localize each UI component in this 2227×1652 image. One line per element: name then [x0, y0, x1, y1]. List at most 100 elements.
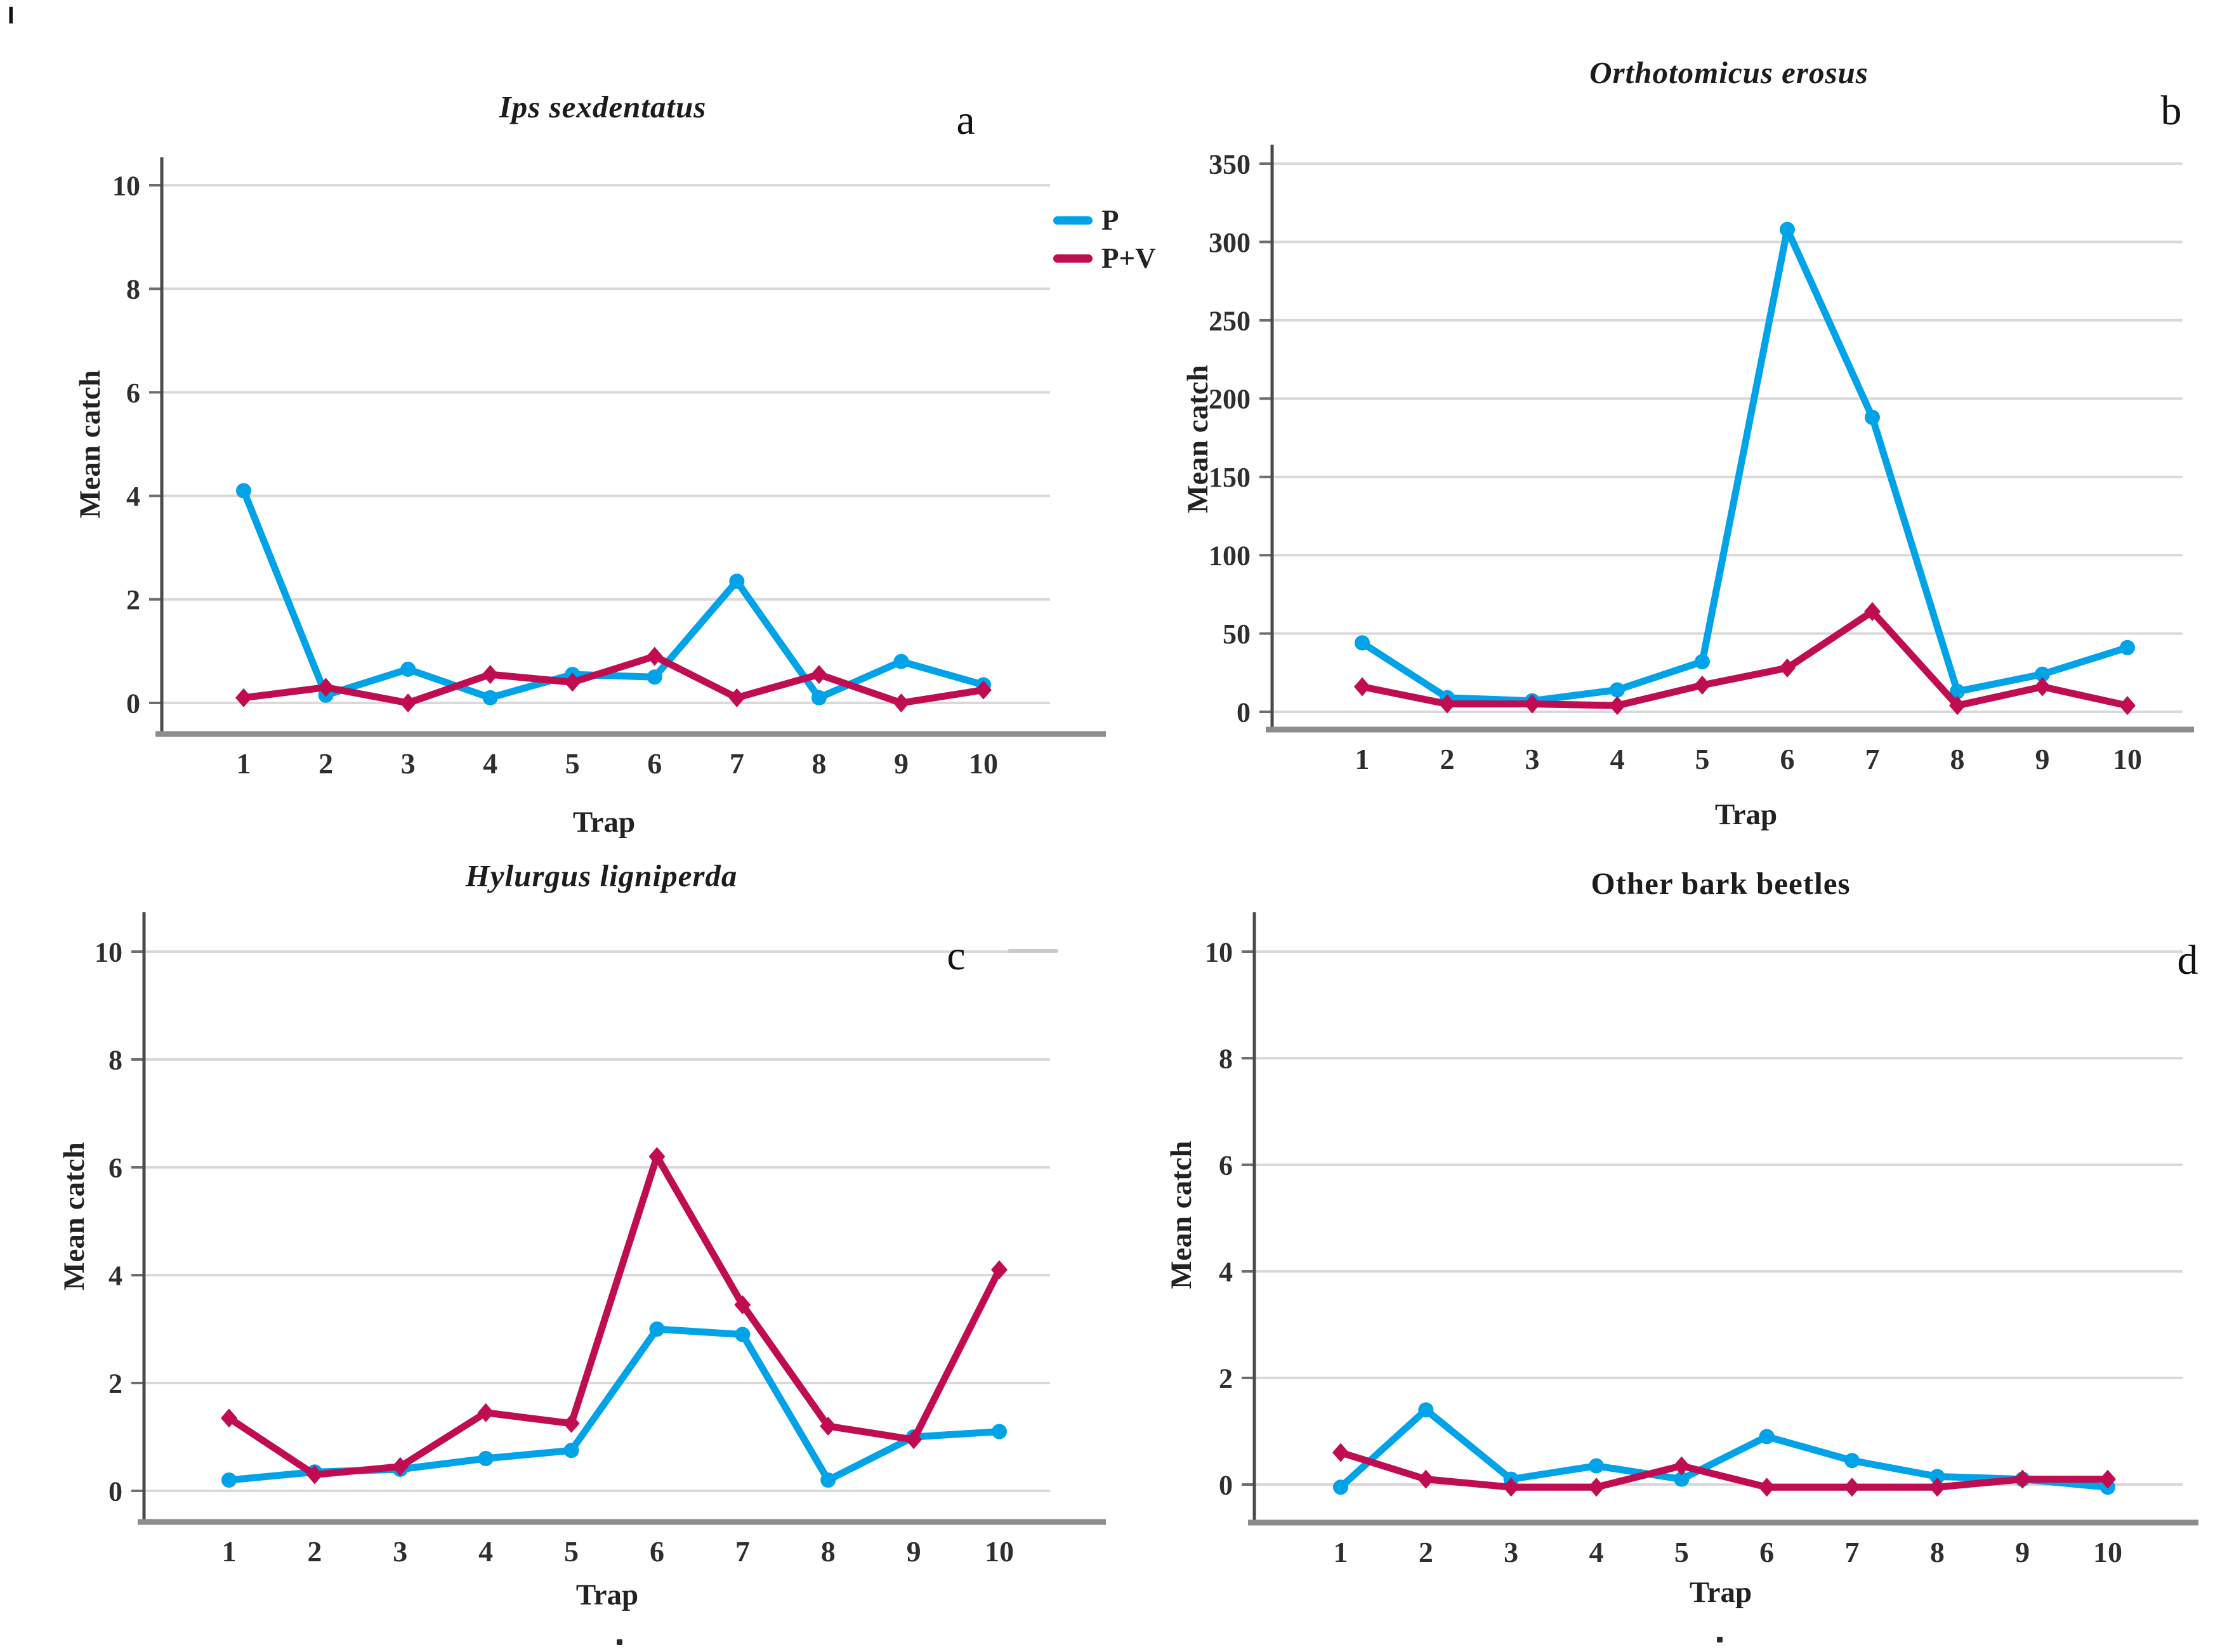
data-point: [1950, 683, 1965, 699]
y-tick-label: 150: [1209, 462, 1251, 493]
y-tick-label: 2: [108, 1368, 122, 1399]
y-tick-label: 4: [126, 481, 140, 512]
data-point: [992, 1424, 1007, 1439]
data-point: [893, 693, 910, 712]
x-tick-label: 1: [222, 1535, 237, 1568]
y-tick-label: 200: [1209, 384, 1251, 415]
panel-a-xlabel: Trap: [572, 806, 636, 839]
data-point: [1354, 677, 1370, 697]
x-tick-label: 3: [393, 1535, 407, 1568]
panel-d-title: Other bark beetles: [1591, 866, 1851, 901]
data-point: [1844, 1453, 1860, 1469]
panel-c-ylabel: Mean catch: [58, 1142, 91, 1290]
data-point: [1694, 676, 1711, 695]
y-tick-label: 2: [1219, 1363, 1233, 1394]
stray-dot-c: [617, 1639, 622, 1645]
panel-c-dash: [1008, 949, 1058, 953]
panel-b-series-P+V: [1358, 608, 2131, 709]
panel-d-series-P: [1337, 1406, 2112, 1491]
data-point: [975, 680, 992, 700]
data-point: [820, 1472, 836, 1488]
legend-item-pv: P+V: [1053, 242, 1156, 274]
data-point: [2014, 1469, 2031, 1489]
y-tick-label: 0: [126, 688, 140, 719]
y-tick-label: 0: [1219, 1469, 1233, 1500]
x-tick-label: 8: [1950, 743, 1965, 775]
data-point: [1758, 1478, 1775, 1497]
x-tick-label: 8: [1930, 1536, 1945, 1568]
panel-d-letter: d: [2177, 937, 2198, 983]
x-tick-label: 5: [1674, 1536, 1689, 1568]
legend: P P+V: [1053, 204, 1156, 274]
data-point: [1502, 1478, 1520, 1497]
legend-label-p: P: [1101, 204, 1119, 236]
data-point: [810, 665, 827, 685]
panel-c-series-P: [225, 1325, 1003, 1484]
x-tick-label: 10: [2113, 743, 2142, 775]
data-point: [1589, 1458, 1604, 1474]
data-point: [2119, 696, 2136, 716]
x-tick-label: 7: [1845, 1536, 1860, 1568]
data-point: [391, 1457, 409, 1476]
data-point: [2099, 1469, 2116, 1489]
data-point: [317, 678, 334, 697]
data-point: [1844, 1478, 1860, 1497]
data-point: [2034, 677, 2051, 697]
data-point: [1780, 221, 1795, 237]
panel-b-ylabel: Mean catch: [1181, 365, 1214, 513]
data-point: [1949, 696, 1966, 716]
data-point: [1779, 658, 1796, 678]
data-point: [1929, 1478, 1946, 1497]
x-tick-label: 1: [1355, 743, 1370, 775]
data-point: [1332, 1443, 1349, 1462]
y-tick-label: 8: [126, 274, 140, 305]
data-point: [1695, 654, 1710, 670]
data-point: [1674, 1471, 1690, 1487]
x-tick-label: 9: [907, 1535, 921, 1568]
x-tick-label: 3: [401, 747, 416, 780]
x-tick-label: 6: [650, 1535, 664, 1568]
x-tick-label: 4: [1610, 743, 1625, 775]
x-tick-label: 5: [565, 747, 580, 780]
x-tick-label: 7: [1865, 743, 1880, 775]
x-tick-label: 4: [483, 747, 497, 780]
panel-a-series-P+V: [240, 653, 987, 707]
panel-d-xlabel: Trap: [1689, 1576, 1752, 1609]
data-point: [728, 688, 746, 707]
x-tick-label: 6: [1759, 1536, 1774, 1568]
x-tick-label: 3: [1504, 1536, 1518, 1568]
panel-d-ylabel: Mean catch: [1165, 1141, 1198, 1289]
y-tick-label: 6: [108, 1152, 122, 1183]
data-point: [482, 665, 499, 685]
legend-item-p: P: [1053, 204, 1156, 236]
legend-swatch-p: [1053, 216, 1093, 225]
panel-c-series-P+V: [225, 1153, 1003, 1478]
data-point: [400, 693, 417, 712]
y-tick-label: 300: [1209, 227, 1251, 258]
stray-mark: I: [8, 3, 15, 29]
data-point: [1355, 635, 1370, 651]
x-tick-label: 6: [647, 747, 662, 780]
data-point: [1418, 1402, 1434, 1418]
data-point: [734, 1295, 751, 1314]
data-point: [893, 653, 909, 669]
data-point: [477, 1403, 494, 1422]
panel-b-title: Orthotomicus erosus: [1589, 55, 1869, 90]
data-point: [905, 1430, 923, 1450]
data-point: [820, 1417, 837, 1436]
data-point: [811, 690, 827, 705]
panel-c-title: Hylurgus ligniperda: [465, 858, 738, 893]
y-tick-label: 100: [1209, 541, 1251, 572]
data-point: [478, 1451, 494, 1466]
panel-a-ylabel: Mean catch: [74, 370, 107, 518]
stray-dot-d: [1717, 1637, 1723, 1642]
panel-b-series-P: [1358, 226, 2131, 705]
x-tick-label: 9: [2035, 743, 2050, 775]
data-point: [649, 1321, 665, 1337]
data-point: [1759, 1429, 1775, 1445]
y-tick-label: 10: [112, 170, 140, 201]
data-point: [1524, 694, 1541, 714]
